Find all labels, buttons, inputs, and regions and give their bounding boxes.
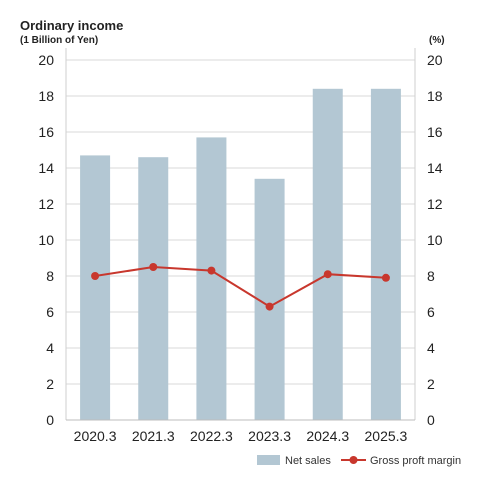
x-tick-label: 2021.3 [132,428,175,444]
line-point [265,302,274,311]
bar [196,137,227,420]
x-tick-label: 2025.3 [365,428,408,444]
left-tick-label: 4 [46,340,54,356]
margin-line [94,265,386,308]
left-tick-label: 20 [38,52,54,68]
right-tick-label: 6 [427,304,435,320]
right-tick-label: 0 [427,412,435,428]
line-point [149,263,158,271]
left-tick-label: 0 [46,412,54,428]
legend-swatch-point [349,456,358,464]
line-point [207,266,216,275]
right-tick-label: 8 [427,268,435,284]
right-axis-unit: (%) [429,35,445,46]
chart-title: Ordinary income [20,18,123,33]
bar [370,88,401,421]
bar-series [80,88,401,421]
right-tick-label: 2 [427,376,435,392]
left-tick-label: 14 [38,160,54,176]
left-tick-label: 8 [46,268,54,284]
left-tick-label: 16 [38,124,54,140]
bar [80,155,111,420]
legend-label-net-sales: Net sales [285,455,331,467]
line-point [323,270,332,279]
right-tick-label: 10 [427,232,443,248]
x-tick-label: 2023.3 [248,428,291,444]
axes: 0 0 2 2 4 4 6 6 8 8 10 10 12 12 14 14 16 16 18 18 20 20 2020.3… [38,48,443,444]
x-tick-label: 2022.3 [190,428,233,444]
right-tick-label: 18 [427,88,443,104]
right-tick-label: 4 [427,340,435,356]
left-tick-label: 10 [38,232,54,248]
line-point [91,272,100,280]
right-tick-label: 12 [427,196,443,212]
line-series [91,263,390,311]
left-tick-label: 2 [46,376,54,392]
chart-subtitle: (1 Billion of Yen) [20,35,98,46]
legend-swatch-bar [257,455,280,465]
right-tick-label: 16 [427,124,443,140]
left-tick-label: 18 [38,88,54,104]
bar [312,88,343,421]
left-tick-label: 6 [46,304,54,320]
x-tick-label: 2020.3 [74,428,117,444]
right-tick-label: 20 [427,52,443,68]
legend-label-gross-profit-margin: Gross proft margin [370,455,461,467]
grid-lines [66,59,415,385]
x-tick-label: 2024.3 [306,428,349,444]
bar [138,157,169,420]
right-tick-label: 14 [427,160,443,176]
legend: Net sales Gross proft margin [257,455,461,467]
left-tick-label: 12 [38,196,54,212]
line-point [381,273,390,282]
